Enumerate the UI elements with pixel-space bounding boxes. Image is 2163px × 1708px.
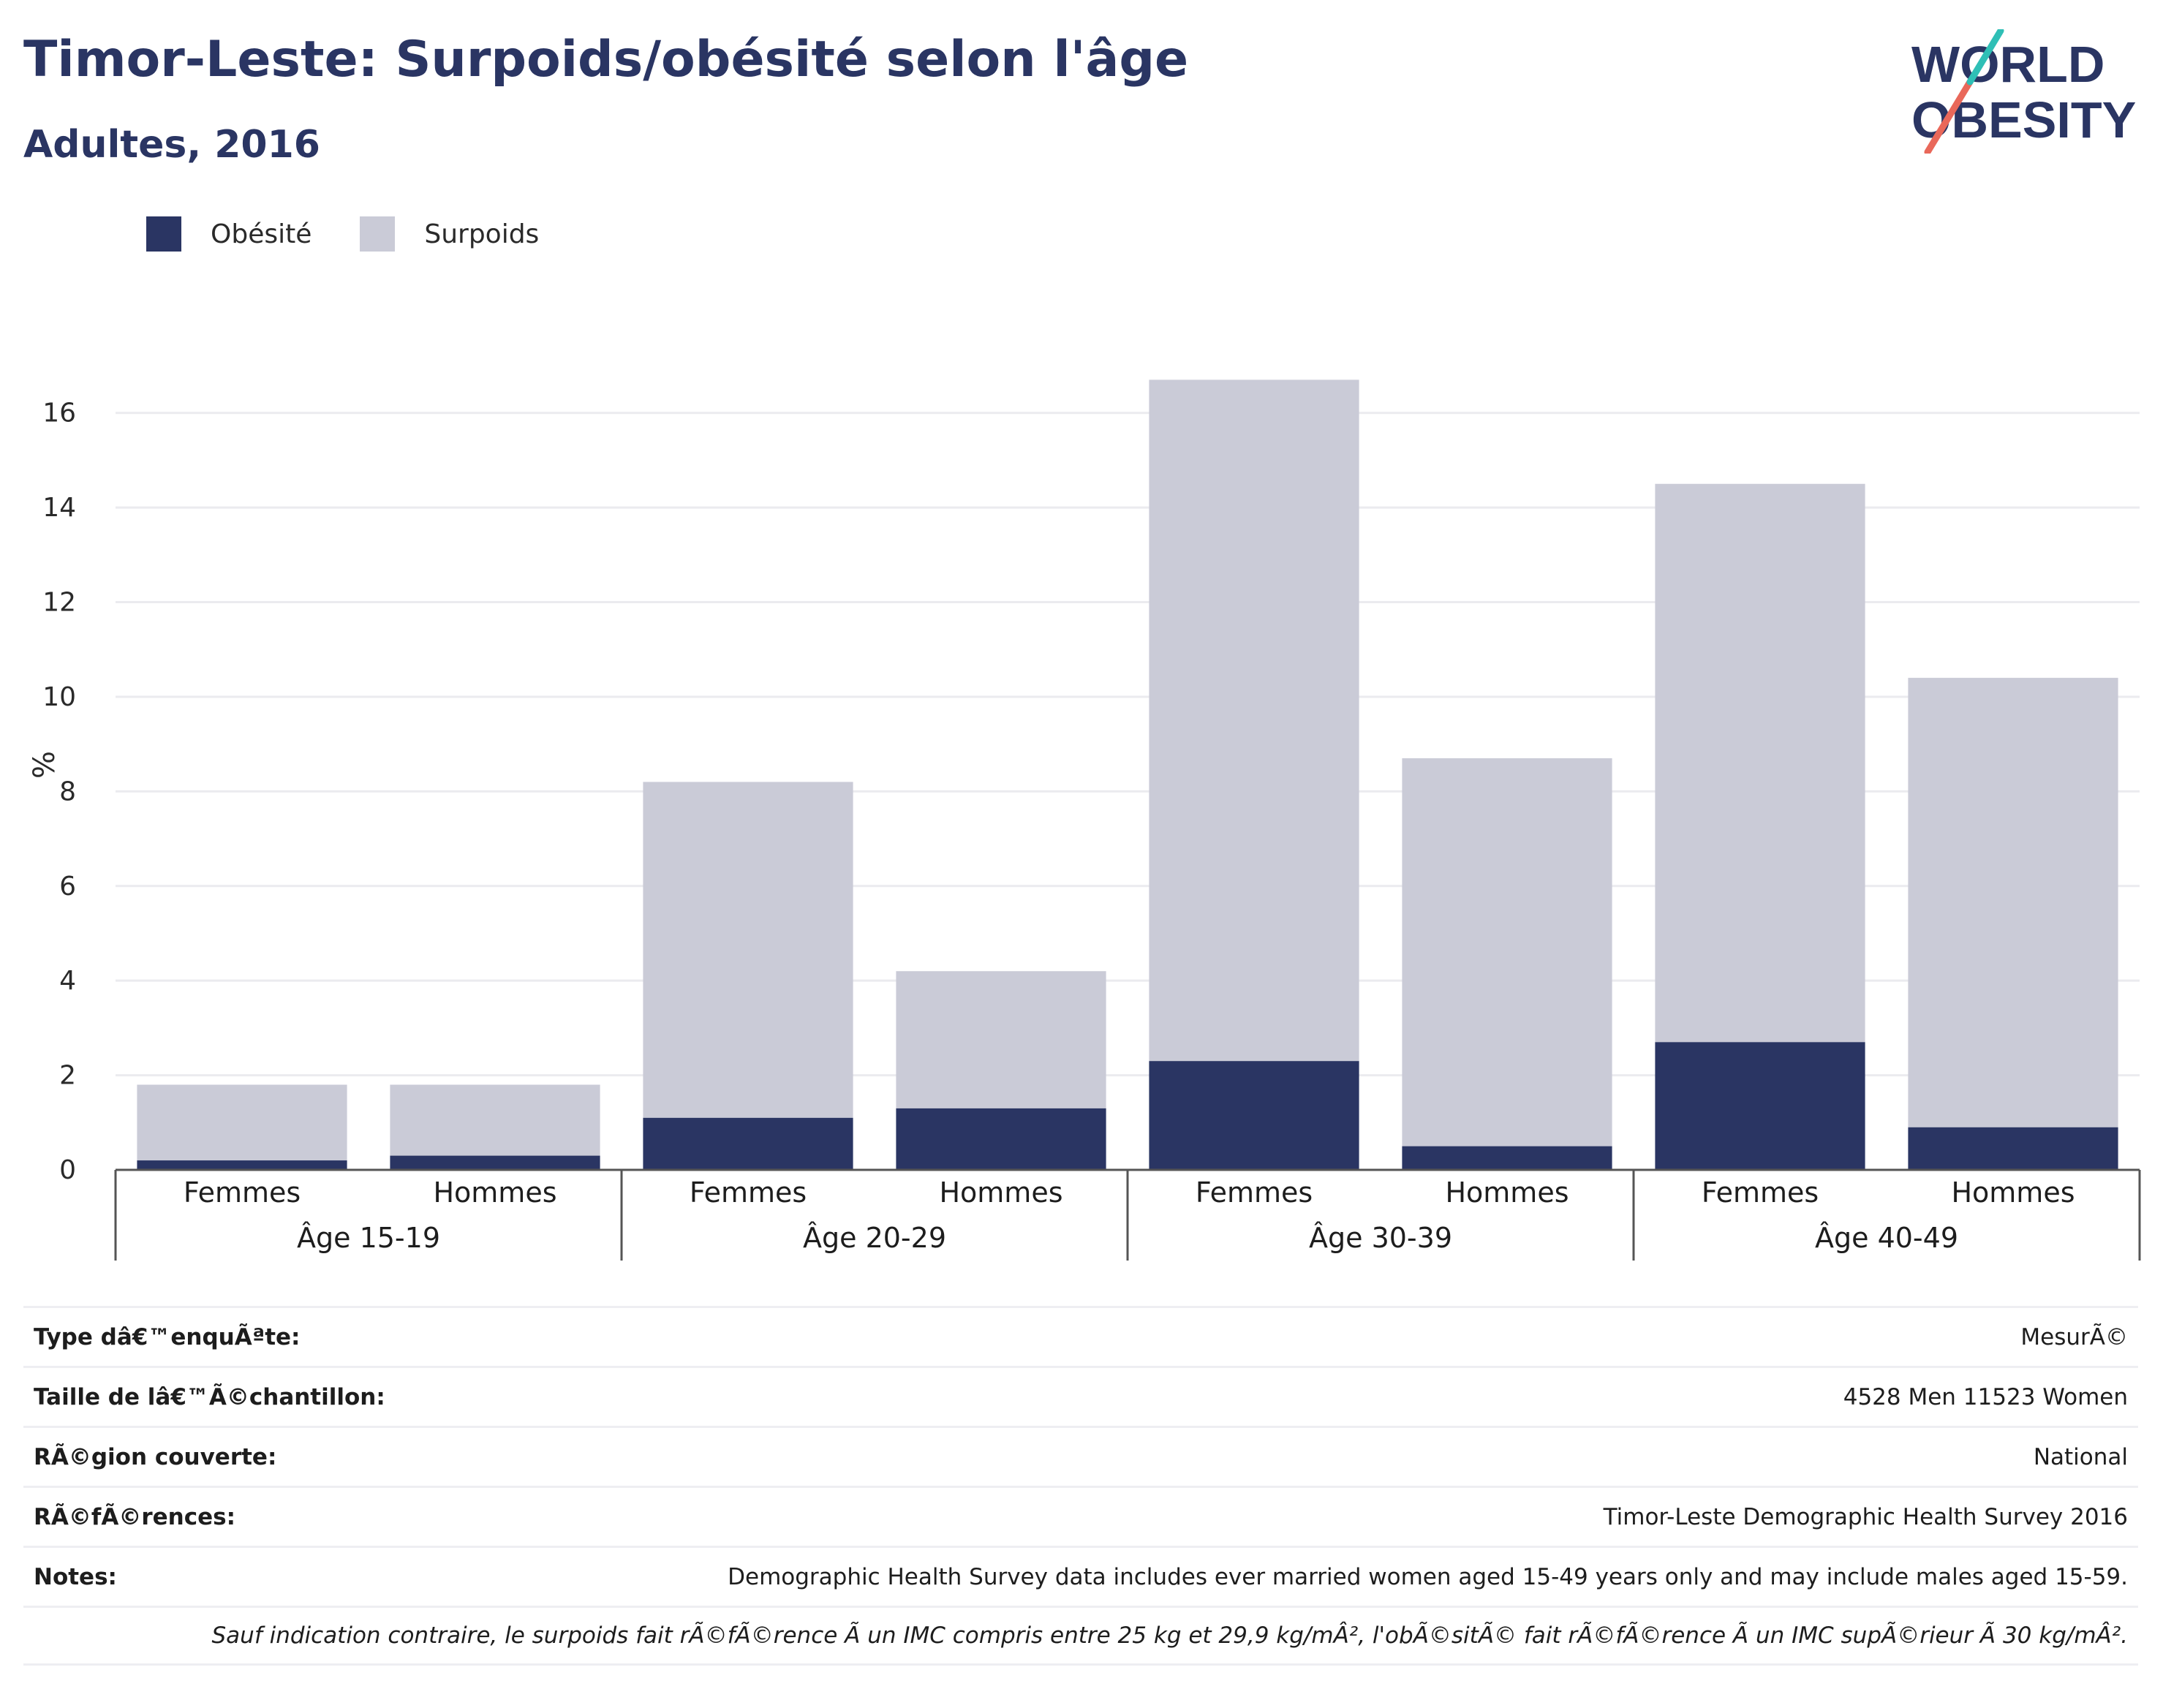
group-label: Âge 20-29 xyxy=(803,1222,946,1254)
bar-obesity xyxy=(1655,1042,1865,1170)
x-tick-label: Femmes xyxy=(1702,1176,1819,1209)
info-value: National xyxy=(2033,1443,2128,1470)
x-tick-label: Hommes xyxy=(939,1176,1062,1209)
legend-swatch-overweight xyxy=(360,216,396,252)
info-key: Taille de lâ€™Ã©chantillon: xyxy=(34,1383,385,1410)
y-tick-label: 6 xyxy=(59,872,76,902)
y-axis-label: % xyxy=(28,751,61,779)
y-tick-label: 14 xyxy=(42,493,76,523)
y-tick-label: 2 xyxy=(59,1061,76,1091)
bar-overweight xyxy=(390,1084,600,1156)
y-tick-label: 12 xyxy=(42,588,76,618)
legend-swatch-obesity xyxy=(146,216,181,252)
logo-slash-teal xyxy=(1966,29,2004,86)
bar-obesity xyxy=(1149,1061,1359,1170)
info-row-sample-size: Taille de lâ€™Ã©chantillon: 4528 Men 115… xyxy=(23,1366,2138,1426)
legend-label-overweight: Surpoids xyxy=(424,219,540,249)
info-value: Demographic Health Survey data includes … xyxy=(728,1563,2128,1590)
x-tick-label: Femmes xyxy=(1196,1176,1313,1209)
y-tick-label: 4 xyxy=(59,966,76,996)
info-key: Type dâ€™enquÃªte: xyxy=(34,1323,301,1350)
logo-line-1: WORLD xyxy=(1911,36,2105,93)
y-tick-label: 16 xyxy=(42,398,76,428)
x-tick-label: Femmes xyxy=(184,1176,301,1209)
group-label: Âge 15-19 xyxy=(297,1222,440,1254)
info-table: Type dâ€™enquÃªte: MesurÃ© Taille de lâ€… xyxy=(23,1306,2138,1666)
bar-chart: 0 2 4 6 8 10 12 14 16% Femmes Hommes Femmes Hommes Fe… xyxy=(28,379,2141,1261)
y-tick-label: 0 xyxy=(59,1155,76,1185)
bar-overweight xyxy=(1908,678,2118,1127)
page-subtitle: Adultes, 2016 xyxy=(23,123,320,167)
info-key: RÃ©gion couverte: xyxy=(34,1443,277,1470)
info-row-notes: Notes: Demographic Health Survey data in… xyxy=(23,1546,2138,1606)
info-key: Notes: xyxy=(34,1563,117,1590)
info-row-references: RÃ©fÃ©rences: Timor-Leste Demographic He… xyxy=(23,1486,2138,1546)
group-label: Âge 30-39 xyxy=(1309,1222,1452,1254)
page-title: Timor-Leste: Surpoids/obésité selon l'âg… xyxy=(23,31,1189,88)
info-key: RÃ©fÃ©rences: xyxy=(34,1503,235,1530)
info-row-region: RÃ©gion couverte: National xyxy=(23,1426,2138,1486)
bar-obesity xyxy=(390,1155,600,1170)
info-value: Timor-Leste Demographic Health Survey 20… xyxy=(1603,1503,2128,1530)
bar-obesity xyxy=(1908,1127,2118,1170)
bar-overweight xyxy=(137,1084,347,1161)
bar-obesity xyxy=(1402,1146,1612,1170)
x-tick-label: Hommes xyxy=(1445,1176,1569,1209)
bar-obesity xyxy=(643,1117,853,1170)
bar-overweight xyxy=(643,782,853,1118)
bar-obesity xyxy=(896,1108,1106,1170)
bar-overweight xyxy=(1655,483,1865,1043)
group-label: Âge 40-49 xyxy=(1815,1222,1958,1254)
bar-overweight xyxy=(1149,379,1359,1062)
info-value: MesurÃ© xyxy=(2020,1323,2128,1350)
footnote: Sauf indication contraire, le surpoids f… xyxy=(211,1622,2129,1649)
footnote-row: Sauf indication contraire, le surpoids f… xyxy=(23,1606,2138,1666)
legend-label-obesity: Obésité xyxy=(211,219,312,249)
x-tick-label: Hommes xyxy=(433,1176,556,1209)
bar-overweight xyxy=(1402,758,1612,1146)
info-row-survey-type: Type dâ€™enquÃªte: MesurÃ© xyxy=(23,1306,2138,1366)
legend-item-obesity[interactable]: Obésité xyxy=(146,216,312,252)
logo-slash-coral xyxy=(1924,78,1974,154)
x-tick-label: Femmes xyxy=(690,1176,807,1209)
legend-item-overweight[interactable]: Surpoids xyxy=(360,216,539,252)
info-value: 4528 Men 11523 Women xyxy=(1843,1383,2128,1410)
bar-obesity xyxy=(137,1160,347,1170)
y-tick-label: 8 xyxy=(59,776,76,806)
bar-overweight xyxy=(896,971,1106,1108)
x-tick-label: Hommes xyxy=(1951,1176,2075,1209)
world-obesity-logo: WORLD OBESITY xyxy=(1911,29,2136,154)
y-tick-label: 10 xyxy=(42,682,76,712)
chart-legend: Obésité Surpoids xyxy=(146,216,587,252)
